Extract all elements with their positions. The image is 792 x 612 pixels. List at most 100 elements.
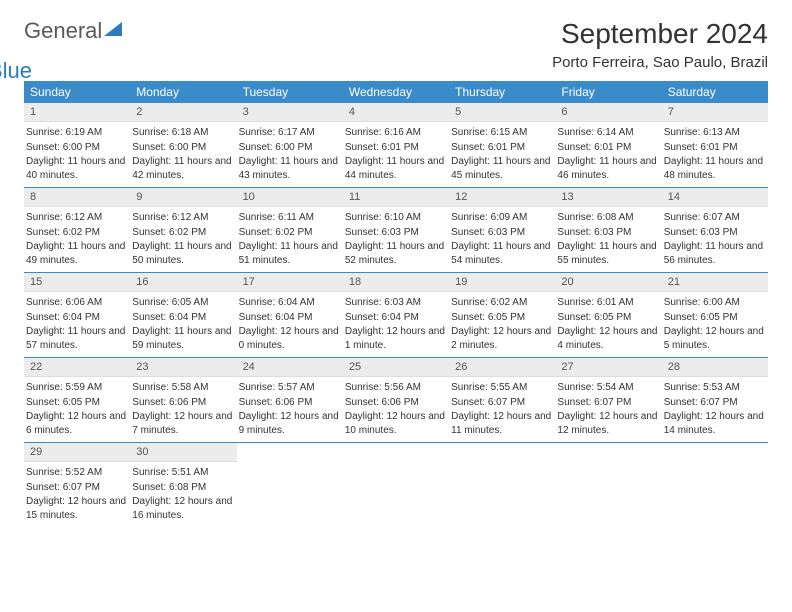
- day-number: 18: [343, 273, 449, 292]
- daylight-line: Daylight: 12 hours and 4 minutes.: [557, 325, 657, 352]
- day-cell: 6Sunrise: 6:14 AMSunset: 6:01 PMDaylight…: [555, 103, 661, 187]
- daylight-line: Daylight: 11 hours and 49 minutes.: [26, 240, 126, 267]
- day-number: 1: [24, 103, 130, 122]
- day-cell: 8Sunrise: 6:12 AMSunset: 6:02 PMDaylight…: [24, 188, 130, 272]
- day-details: Sunrise: 6:18 AMSunset: 6:00 PMDaylight:…: [130, 122, 236, 187]
- location-text: Porto Ferreira, Sao Paulo, Brazil: [552, 54, 768, 71]
- sunrise-line: Sunrise: 6:12 AM: [26, 211, 126, 225]
- weekday-header: Sunday: [24, 81, 130, 103]
- day-details: Sunrise: 6:12 AMSunset: 6:02 PMDaylight:…: [130, 207, 236, 272]
- day-details: Sunrise: 5:59 AMSunset: 6:05 PMDaylight:…: [24, 377, 130, 442]
- sunrise-line: Sunrise: 6:06 AM: [26, 296, 126, 310]
- day-cell: 25Sunrise: 5:56 AMSunset: 6:06 PMDayligh…: [343, 358, 449, 442]
- daylight-line: Daylight: 11 hours and 57 minutes.: [26, 325, 126, 352]
- day-cell: 27Sunrise: 5:54 AMSunset: 6:07 PMDayligh…: [555, 358, 661, 442]
- sunset-line: Sunset: 6:03 PM: [557, 226, 657, 240]
- daylight-line: Daylight: 12 hours and 10 minutes.: [345, 410, 445, 437]
- logo-text-general: General: [24, 18, 102, 43]
- day-number: 5: [449, 103, 555, 122]
- sunset-line: Sunset: 6:06 PM: [239, 396, 339, 410]
- daylight-line: Daylight: 12 hours and 6 minutes.: [26, 410, 126, 437]
- sunset-line: Sunset: 6:05 PM: [451, 311, 551, 325]
- sunrise-line: Sunrise: 6:01 AM: [557, 296, 657, 310]
- sunset-line: Sunset: 6:01 PM: [664, 141, 764, 155]
- sunrise-line: Sunrise: 6:13 AM: [664, 126, 764, 140]
- sunset-line: Sunset: 6:05 PM: [557, 311, 657, 325]
- sunset-line: Sunset: 6:05 PM: [26, 396, 126, 410]
- day-number: 23: [130, 358, 236, 377]
- day-cell: 19Sunrise: 6:02 AMSunset: 6:05 PMDayligh…: [449, 273, 555, 357]
- day-details: Sunrise: 6:05 AMSunset: 6:04 PMDaylight:…: [130, 292, 236, 357]
- day-cell: 12Sunrise: 6:09 AMSunset: 6:03 PMDayligh…: [449, 188, 555, 272]
- day-details: Sunrise: 5:58 AMSunset: 6:06 PMDaylight:…: [130, 377, 236, 442]
- day-number: 3: [237, 103, 343, 122]
- sunrise-line: Sunrise: 5:57 AM: [239, 381, 339, 395]
- daylight-line: Daylight: 12 hours and 15 minutes.: [26, 495, 126, 522]
- week-row: 22Sunrise: 5:59 AMSunset: 6:05 PMDayligh…: [24, 358, 768, 443]
- daylight-line: Daylight: 11 hours and 40 minutes.: [26, 155, 126, 182]
- daylight-line: Daylight: 12 hours and 0 minutes.: [239, 325, 339, 352]
- day-cell: 1Sunrise: 6:19 AMSunset: 6:00 PMDaylight…: [24, 103, 130, 187]
- sunrise-line: Sunrise: 6:05 AM: [132, 296, 232, 310]
- daylight-line: Daylight: 11 hours and 54 minutes.: [451, 240, 551, 267]
- day-details: Sunrise: 6:11 AMSunset: 6:02 PMDaylight:…: [237, 207, 343, 272]
- day-details: Sunrise: 6:09 AMSunset: 6:03 PMDaylight:…: [449, 207, 555, 272]
- day-cell: 7Sunrise: 6:13 AMSunset: 6:01 PMDaylight…: [662, 103, 768, 187]
- day-cell: 4Sunrise: 6:16 AMSunset: 6:01 PMDaylight…: [343, 103, 449, 187]
- sunrise-line: Sunrise: 6:09 AM: [451, 211, 551, 225]
- day-cell: 23Sunrise: 5:58 AMSunset: 6:06 PMDayligh…: [130, 358, 236, 442]
- sunset-line: Sunset: 6:02 PM: [26, 226, 126, 240]
- sunrise-line: Sunrise: 6:12 AM: [132, 211, 232, 225]
- day-cell: 9Sunrise: 6:12 AMSunset: 6:02 PMDaylight…: [130, 188, 236, 272]
- day-cell: 14Sunrise: 6:07 AMSunset: 6:03 PMDayligh…: [662, 188, 768, 272]
- day-details: Sunrise: 6:16 AMSunset: 6:01 PMDaylight:…: [343, 122, 449, 187]
- day-cell: 17Sunrise: 6:04 AMSunset: 6:04 PMDayligh…: [237, 273, 343, 357]
- day-details: Sunrise: 6:13 AMSunset: 6:01 PMDaylight:…: [662, 122, 768, 187]
- day-details: Sunrise: 6:14 AMSunset: 6:01 PMDaylight:…: [555, 122, 661, 187]
- weekday-header: Saturday: [662, 81, 768, 103]
- day-number: 21: [662, 273, 768, 292]
- day-number: 20: [555, 273, 661, 292]
- daylight-line: Daylight: 12 hours and 12 minutes.: [557, 410, 657, 437]
- day-details: Sunrise: 6:12 AMSunset: 6:02 PMDaylight:…: [24, 207, 130, 272]
- daylight-line: Daylight: 11 hours and 50 minutes.: [132, 240, 232, 267]
- day-details: Sunrise: 6:17 AMSunset: 6:00 PMDaylight:…: [237, 122, 343, 187]
- day-number: 29: [24, 443, 130, 462]
- day-cell: [555, 443, 661, 527]
- day-details: Sunrise: 5:55 AMSunset: 6:07 PMDaylight:…: [449, 377, 555, 442]
- sunrise-line: Sunrise: 6:17 AM: [239, 126, 339, 140]
- day-details: Sunrise: 6:19 AMSunset: 6:00 PMDaylight:…: [24, 122, 130, 187]
- day-details: Sunrise: 5:54 AMSunset: 6:07 PMDaylight:…: [555, 377, 661, 442]
- sunrise-line: Sunrise: 6:00 AM: [664, 296, 764, 310]
- day-cell: 21Sunrise: 6:00 AMSunset: 6:05 PMDayligh…: [662, 273, 768, 357]
- day-number: 14: [662, 188, 768, 207]
- daylight-line: Daylight: 12 hours and 7 minutes.: [132, 410, 232, 437]
- daylight-line: Daylight: 12 hours and 16 minutes.: [132, 495, 232, 522]
- daylight-line: Daylight: 12 hours and 14 minutes.: [664, 410, 764, 437]
- day-number: 8: [24, 188, 130, 207]
- weekday-header: Monday: [130, 81, 236, 103]
- daylight-line: Daylight: 11 hours and 43 minutes.: [239, 155, 339, 182]
- sunset-line: Sunset: 6:02 PM: [239, 226, 339, 240]
- daylight-line: Daylight: 11 hours and 55 minutes.: [557, 240, 657, 267]
- sunset-line: Sunset: 6:04 PM: [132, 311, 232, 325]
- sunrise-line: Sunrise: 5:52 AM: [26, 466, 126, 480]
- weekday-header-row: SundayMondayTuesdayWednesdayThursdayFrid…: [24, 81, 768, 103]
- calendar-grid: SundayMondayTuesdayWednesdayThursdayFrid…: [24, 81, 768, 527]
- title-block: September 2024 Porto Ferreira, Sao Paulo…: [552, 18, 768, 71]
- sunrise-line: Sunrise: 6:18 AM: [132, 126, 232, 140]
- day-cell: [343, 443, 449, 527]
- weekday-header: Thursday: [449, 81, 555, 103]
- day-number: 10: [237, 188, 343, 207]
- sunrise-line: Sunrise: 5:51 AM: [132, 466, 232, 480]
- week-row: 29Sunrise: 5:52 AMSunset: 6:07 PMDayligh…: [24, 443, 768, 527]
- sunrise-line: Sunrise: 5:54 AM: [557, 381, 657, 395]
- day-details: Sunrise: 6:10 AMSunset: 6:03 PMDaylight:…: [343, 207, 449, 272]
- day-details: Sunrise: 6:00 AMSunset: 6:05 PMDaylight:…: [662, 292, 768, 357]
- sunset-line: Sunset: 6:08 PM: [132, 481, 232, 495]
- daylight-line: Daylight: 11 hours and 44 minutes.: [345, 155, 445, 182]
- sunrise-line: Sunrise: 6:14 AM: [557, 126, 657, 140]
- sunrise-line: Sunrise: 6:19 AM: [26, 126, 126, 140]
- day-number: 13: [555, 188, 661, 207]
- day-details: Sunrise: 6:03 AMSunset: 6:04 PMDaylight:…: [343, 292, 449, 357]
